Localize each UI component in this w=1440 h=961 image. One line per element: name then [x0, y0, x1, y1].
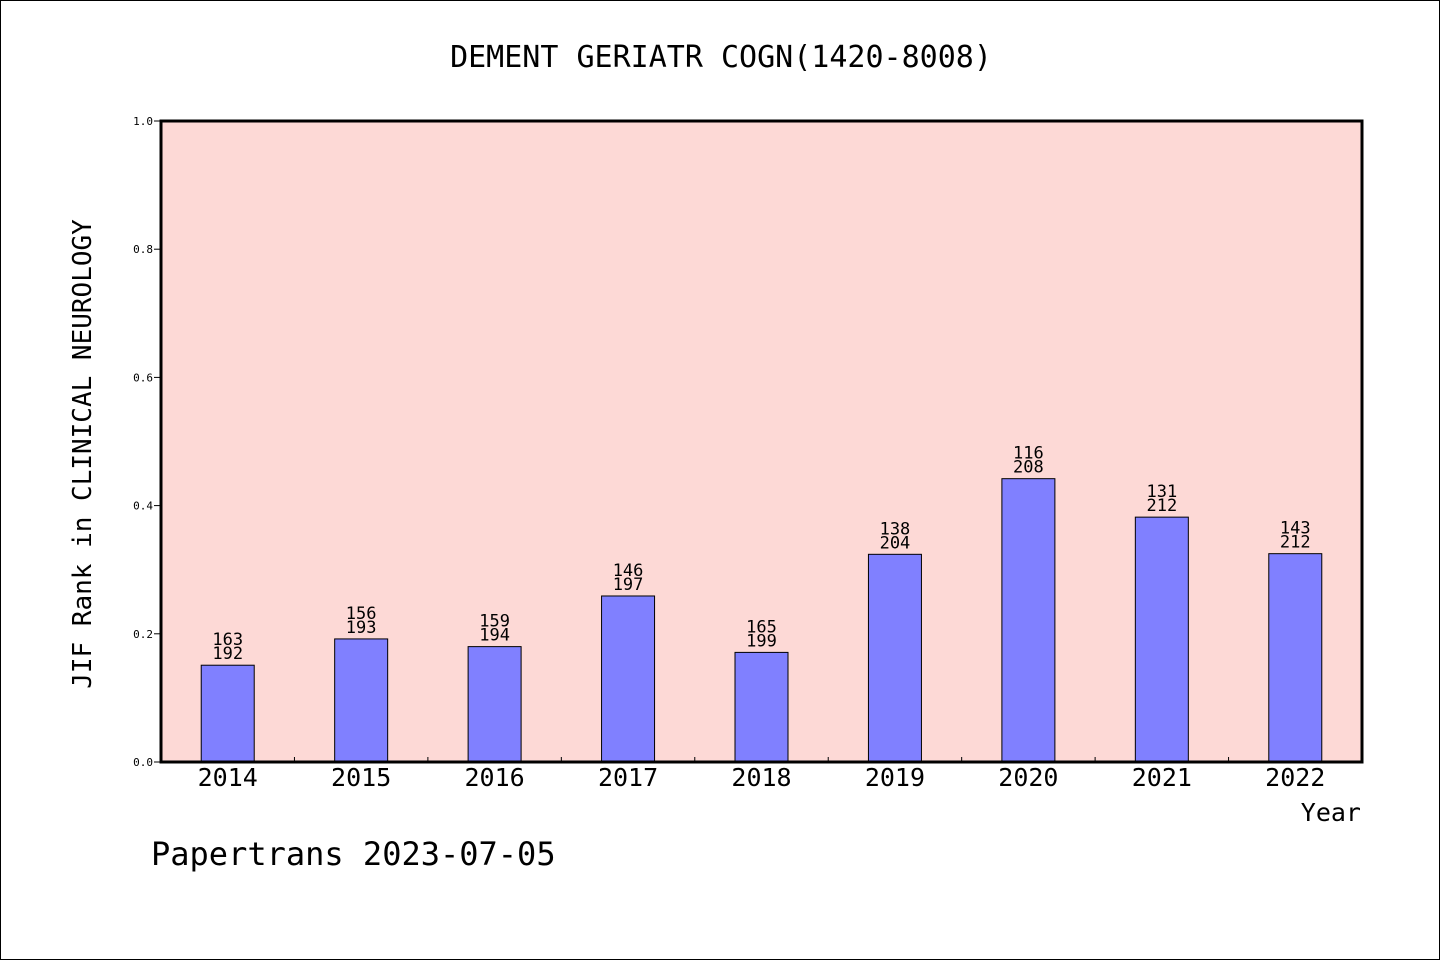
x-tick-label: 2015: [331, 763, 391, 792]
y-tick-label: 0.6: [133, 371, 153, 384]
bar-2022: [1268, 553, 1323, 763]
bar-rank-label: 116: [1013, 444, 1044, 464]
bar-2017: [601, 595, 656, 763]
bar-total-label: 194: [479, 626, 510, 646]
y-tick-label: 0.4: [133, 500, 153, 513]
bar-rank-label: 165: [746, 617, 777, 637]
bar-rank-label: 138: [880, 519, 911, 539]
y-tick-label: 1.0: [133, 115, 153, 128]
y-tick-label: 0.0: [133, 756, 153, 769]
x-tick-label: 2019: [865, 763, 925, 792]
bar-2020: [1001, 478, 1056, 763]
bar-2015: [334, 638, 389, 763]
bar-2018: [734, 651, 789, 763]
y-axis-label: JIF Rank in CLINICAL NEUROLOGY: [68, 219, 98, 689]
plot-border: [159, 119, 1364, 764]
bar-total-label: 212: [1280, 533, 1311, 553]
x-tick-label: 2014: [198, 763, 258, 792]
chart-title: DEMENT GERIATR COGN(1420-8008): [450, 40, 992, 75]
bar-total-label: 204: [880, 533, 911, 553]
bar-rank-label: 156: [346, 604, 377, 624]
x-tick-label: 2017: [598, 763, 658, 792]
bar-rank-label: 163: [212, 630, 243, 650]
bar-rank-label: 146: [613, 561, 644, 581]
bar-total-label: 192: [212, 644, 243, 664]
x-tick-label: 2022: [1265, 763, 1325, 792]
bar-2014: [200, 664, 255, 763]
x-tick-label: 2020: [998, 763, 1058, 792]
bar-total-label: 197: [613, 575, 644, 595]
y-tick-label: 0.8: [133, 243, 153, 256]
bar-total-label: 193: [346, 618, 377, 638]
bar-total-label: 212: [1146, 496, 1177, 516]
bar-2021: [1134, 516, 1189, 763]
bar-rank-label: 131: [1146, 482, 1177, 502]
bar-2019: [867, 553, 922, 763]
x-tick-label: 2018: [731, 763, 791, 792]
bar-2016: [467, 646, 522, 763]
x-axis-label: Year: [1301, 798, 1361, 827]
bar-total-label: 208: [1013, 458, 1044, 478]
x-tick-label: 2021: [1132, 763, 1192, 792]
y-tick-label: 0.2: [133, 628, 153, 641]
footer-watermark: Papertrans 2023-07-05: [151, 835, 556, 873]
bar-rank-label: 159: [479, 612, 510, 632]
bar-rank-label: 143: [1280, 519, 1311, 539]
x-tick-label: 2016: [465, 763, 525, 792]
bar-total-label: 199: [746, 631, 777, 651]
